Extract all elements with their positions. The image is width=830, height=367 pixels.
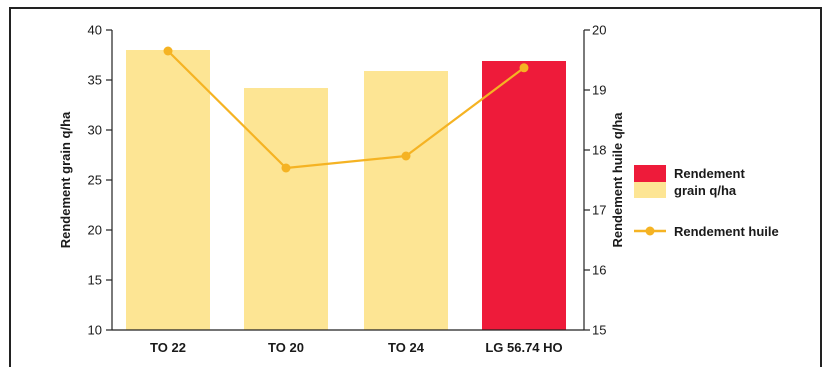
bar-4	[482, 61, 566, 330]
x-category-label: LG 56.74 HO	[485, 340, 562, 355]
y2-tick-label: 20	[592, 23, 606, 38]
oil-yield-line	[167, 50, 525, 170]
y2-tick-label: 17	[592, 203, 606, 218]
y-axis-label: Rendement grain q/ha	[58, 111, 73, 248]
line-layer	[163, 46, 529, 173]
labels-layer: 10 15 20 25 30 35 40 15 16 17 18 19 20 TO 22 TO 20 TO 2…	[88, 23, 607, 356]
axes-layer	[106, 29, 590, 331]
oil-yield-point-4	[519, 63, 529, 73]
y-tick-label: 30	[88, 123, 102, 138]
oil-yield-point-3	[401, 151, 411, 161]
y2-tick-label: 15	[592, 323, 606, 338]
legend-marker	[645, 226, 655, 236]
chart-frame	[9, 7, 822, 367]
legend-swatch-grain-red	[634, 165, 666, 182]
legend-swatch-grain-yellow	[634, 182, 666, 198]
bar-3	[364, 71, 448, 330]
y-tick-label: 35	[88, 73, 102, 88]
bars-layer	[126, 50, 566, 330]
y-tick-label: 20	[88, 223, 102, 238]
oil-yield-point-2	[281, 163, 291, 173]
oil-yield-point-1	[163, 46, 173, 56]
legend-label-grain-line1: Rendement	[674, 166, 745, 181]
x-category-label: TO 24	[388, 340, 425, 355]
legend-label-grain-line2: grain q/ha	[674, 183, 737, 198]
x-category-label: TO 22	[150, 340, 186, 355]
y2-tick-label: 16	[592, 263, 606, 278]
y-tick-label: 40	[88, 23, 102, 38]
y2-tick-label: 18	[592, 143, 606, 158]
bar-1	[126, 50, 210, 330]
y2-axis-label: Rendement huile q/ha	[610, 112, 625, 248]
legend: Rendement grain q/ha Rendement huile	[634, 165, 779, 239]
y-tick-label: 15	[88, 273, 102, 288]
bar-2	[244, 88, 328, 330]
legend-label-oil: Rendement huile	[674, 224, 779, 239]
y-tick-label: 25	[88, 173, 102, 188]
x-category-label: TO 20	[268, 340, 304, 355]
y2-tick-label: 19	[592, 83, 606, 98]
y-tick-label: 10	[88, 323, 102, 338]
